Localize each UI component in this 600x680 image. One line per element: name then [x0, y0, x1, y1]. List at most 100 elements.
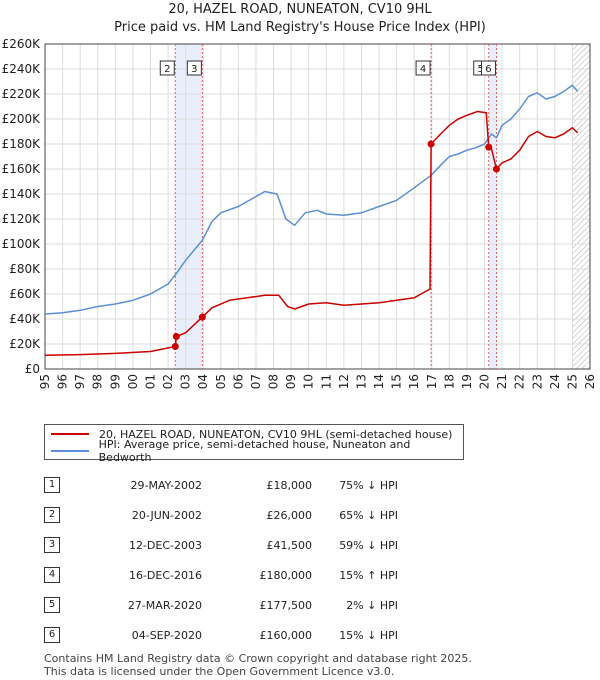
- x-tick-label: 2007: [249, 374, 263, 390]
- transaction-date: 16-DEC-2016: [128, 568, 202, 582]
- chart-legend: 20, HAZEL ROAD, NUNEATON, CV10 9HL (semi…: [44, 424, 464, 464]
- transaction-number: 6: [44, 627, 60, 643]
- footer-line-2: This data is licensed under the Open Gov…: [44, 665, 395, 678]
- transaction-date: 29-MAY-2002: [130, 478, 202, 492]
- transaction-price: £18,000: [266, 478, 313, 492]
- legend-label-property: 20, HAZEL ROAD, NUNEATON, CV10 9HL (semi…: [99, 427, 453, 441]
- y-tick-label: £240K: [2, 62, 42, 76]
- chart-subtitle: Price paid vs. HM Land Registry's House …: [114, 20, 486, 35]
- transaction-price: £41,500: [266, 538, 313, 552]
- x-tick-label: 2000: [126, 374, 140, 390]
- x-tick-label: 2016: [407, 374, 421, 390]
- transaction-hpi: 2% ↓ HPI: [346, 598, 398, 612]
- transaction-number: 5: [44, 597, 60, 613]
- transaction-hpi: 65% ↓ HPI: [339, 508, 398, 522]
- footer-line-1: Contains HM Land Registry data © Crown c…: [44, 652, 472, 665]
- x-tick-label: 1999: [108, 374, 122, 390]
- y-tick-label: £40K: [9, 312, 41, 326]
- legend-swatch-hpi: [51, 450, 89, 452]
- x-tick-label: 2015: [390, 374, 404, 390]
- transaction-price: £180,000: [259, 568, 313, 582]
- y-tick-label: £20K: [9, 337, 41, 351]
- hpi-series-line: [45, 84, 579, 315]
- table-row: 1 29-MAY-2002 £18,000 75% ↓ HPI: [44, 470, 398, 500]
- sale-label-box: [159, 60, 175, 76]
- y-tick-label: £160K: [2, 162, 42, 176]
- sale-label-text: 3: [191, 64, 197, 75]
- shaded-range: [175, 44, 203, 369]
- y-tick-label: £80K: [9, 262, 41, 276]
- x-tick-label: 1996: [56, 374, 70, 390]
- sale-label-text: 2: [164, 64, 170, 75]
- x-tick-label: 2011: [319, 374, 333, 390]
- x-tick-label: 1995: [38, 374, 52, 390]
- sale-label-box: [415, 60, 431, 76]
- y-tick-label: £120K: [2, 212, 42, 226]
- y-tick-label: £220K: [2, 87, 42, 101]
- chart-title: 20, HAZEL ROAD, NUNEATON, CV10 9HL: [168, 2, 432, 17]
- copyright-footer: Contains HM Land Registry data © Crown c…: [44, 652, 472, 678]
- x-tick-label: 2018: [442, 374, 456, 390]
- forecast-hatch: [572, 44, 590, 369]
- transaction-price: £177,500: [259, 598, 313, 612]
- x-tick-label: 2001: [143, 374, 157, 390]
- sale-label-text: 5: [478, 64, 484, 75]
- x-tick-label: 2017: [425, 374, 439, 390]
- x-tick-label: 2013: [354, 374, 368, 390]
- x-tick-label: 2025: [565, 374, 579, 390]
- sale-label-text: 4: [420, 64, 426, 75]
- x-tick-label: 2023: [530, 374, 544, 390]
- x-tick-label: 2024: [548, 374, 562, 390]
- shaded-range: [488, 44, 497, 369]
- legend-label-hpi: HPI: Average price, semi-detached house,…: [98, 438, 411, 464]
- y-tick-label: £200K: [2, 112, 42, 126]
- y-tick-label: £140K: [2, 187, 42, 201]
- transaction-hpi: 75% ↓ HPI: [339, 478, 398, 492]
- x-tick-label: 2012: [337, 374, 351, 390]
- x-tick-label: 2008: [267, 374, 281, 390]
- sale-label-text: 6: [485, 64, 491, 75]
- transaction-date: 27-MAR-2020: [127, 598, 202, 612]
- x-tick-label: 1998: [91, 374, 105, 390]
- plot-frame: [44, 43, 591, 370]
- transaction-number: 2: [44, 507, 60, 523]
- table-row: 2 20-JUN-2002 £26,000 65% ↓ HPI: [44, 500, 398, 530]
- transaction-date: 04-SEP-2020: [131, 628, 202, 642]
- transaction-date: 12-DEC-2003: [128, 538, 202, 552]
- x-tick-label: 2014: [372, 374, 386, 390]
- plot-background: [45, 44, 590, 369]
- transaction-price: £26,000: [266, 508, 313, 522]
- x-tick-label: 2021: [495, 374, 509, 390]
- table-row: 6 04-SEP-2020 £160,000 15% ↓ HPI: [44, 620, 398, 650]
- sale-label-box: [480, 60, 496, 76]
- transaction-hpi: 15% ↑ HPI: [339, 568, 398, 582]
- x-tick-label: 2002: [161, 374, 175, 390]
- sale-point: [492, 165, 500, 173]
- price-chart: £0 £20K £40K £60K £80K £100K £120K £140K £160K £1…: [2, 37, 597, 390]
- x-tick-label: 2026: [583, 374, 597, 390]
- y-tick-label: £260K: [2, 37, 42, 51]
- legend-swatch-property: [51, 433, 89, 435]
- y-tick-label: £180K: [2, 137, 42, 151]
- x-tick-label: 2006: [231, 374, 245, 390]
- sale-point: [485, 143, 493, 151]
- table-row: 5 27-MAR-2020 £177,500 2% ↓ HPI: [44, 590, 398, 620]
- transaction-number: 3: [44, 537, 60, 553]
- x-tick-label: 2005: [214, 374, 228, 390]
- x-tick-label: 2009: [284, 374, 298, 390]
- sale-point: [198, 313, 206, 321]
- sale-point: [171, 343, 179, 350]
- table-row: 3 12-DEC-2003 £41,500 59% ↓ HPI: [44, 530, 398, 560]
- x-tick-label: 2003: [179, 374, 193, 390]
- sale-point: [427, 140, 435, 148]
- y-tick-label: £60K: [9, 287, 41, 301]
- transactions-table: 1 29-MAY-2002 £18,000 75% ↓ HPI 2 20-JUN…: [44, 470, 398, 650]
- transaction-number: 1: [44, 477, 60, 493]
- x-tick-label: 2010: [302, 374, 316, 390]
- y-tick-label: £0: [25, 362, 40, 376]
- transaction-hpi: 15% ↓ HPI: [339, 628, 398, 642]
- x-tick-label: 2022: [513, 374, 527, 390]
- sale-label-box: [186, 60, 202, 76]
- transaction-number: 4: [44, 567, 60, 583]
- x-tick-label: 1997: [73, 374, 87, 390]
